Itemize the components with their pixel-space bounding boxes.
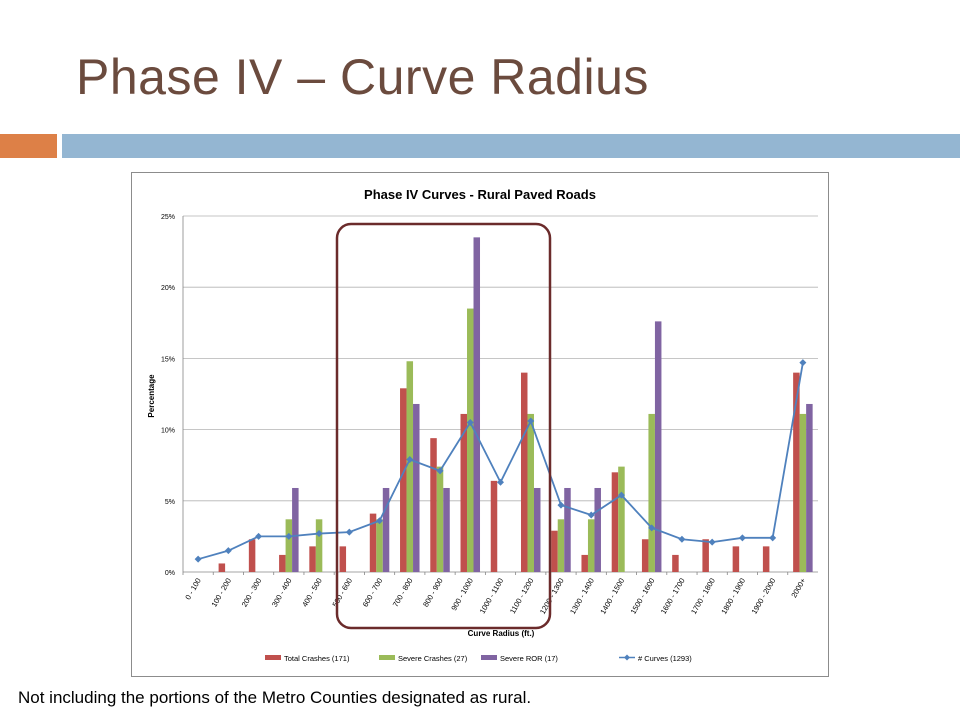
- line-point: [255, 532, 263, 540]
- bar: [641, 539, 649, 572]
- line-point: [345, 528, 353, 536]
- legend-label: # Curves (1293): [638, 654, 692, 663]
- bar: [557, 519, 565, 572]
- bar: [533, 487, 541, 572]
- bar: [279, 554, 286, 572]
- chart-frame: Phase IV Curves - Rural Paved Roads Perc…: [131, 172, 829, 677]
- bar: [339, 546, 347, 572]
- bar: [292, 487, 299, 572]
- legend-swatch: [265, 655, 281, 660]
- bar: [460, 413, 468, 572]
- bar: [309, 546, 316, 572]
- y-tick-label: 5%: [165, 499, 175, 506]
- line-point: [587, 511, 595, 519]
- line-point: [497, 478, 504, 486]
- bar: [581, 554, 588, 572]
- line-point: [678, 535, 686, 543]
- bar: [400, 388, 407, 572]
- bar: [648, 413, 655, 572]
- legend-label: Severe ROR (17): [500, 654, 558, 663]
- slide-caption: Not including the portions of the Metro …: [18, 688, 532, 707]
- bar: [443, 487, 450, 572]
- legend-swatch: [379, 655, 395, 660]
- legend-label: Total Crashes (171): [284, 654, 350, 663]
- bar: [654, 321, 662, 572]
- bar: [413, 403, 420, 572]
- chart-title: Phase IV Curves - Rural Paved Roads: [364, 187, 596, 202]
- slide-title: Phase IV – Curve Radius: [76, 49, 649, 105]
- chart-svg: Phase IV Curves - Rural Paved Roads Perc…: [131, 172, 829, 677]
- line-point: [285, 532, 293, 540]
- line-point: [799, 359, 807, 367]
- bar: [376, 519, 383, 572]
- y-tick-label: 25%: [161, 214, 175, 221]
- bar: [248, 539, 256, 572]
- legend-marker: [624, 654, 630, 661]
- y-tick-label: 0%: [165, 570, 175, 577]
- bar: [806, 403, 813, 572]
- y-axis-label: Percentage: [147, 374, 156, 418]
- bar: [467, 308, 474, 572]
- bar: [672, 554, 679, 572]
- bar: [594, 487, 601, 572]
- highlight-box: [335, 222, 552, 630]
- x-axis-label: Curve Radius (ft.): [468, 629, 535, 638]
- line-point: [315, 530, 323, 538]
- line-point: [466, 418, 474, 426]
- y-tick-label: 15%: [161, 356, 175, 363]
- bar: [732, 546, 740, 572]
- bar: [618, 466, 625, 572]
- line-point: [708, 538, 716, 546]
- line-point: [617, 491, 625, 499]
- bar: [406, 361, 414, 572]
- bar: [382, 487, 390, 572]
- bar: [315, 519, 323, 572]
- legend-label: Severe Crashes (27): [398, 654, 468, 663]
- accent-bar-orange: [0, 134, 57, 158]
- y-tick-label: 10%: [161, 428, 175, 435]
- y-tick-label: 20%: [161, 285, 175, 292]
- accent-bar-blue: [62, 134, 960, 158]
- bar: [793, 372, 800, 572]
- bar: [527, 413, 534, 572]
- line-point: [376, 517, 384, 525]
- line-point: [224, 547, 232, 555]
- line-point: [194, 555, 202, 563]
- legend-swatch: [481, 655, 497, 660]
- bar: [611, 472, 619, 572]
- bar: [762, 546, 770, 572]
- bar: [436, 466, 444, 572]
- bar: [702, 539, 709, 572]
- bar: [369, 513, 377, 572]
- bar: [564, 487, 571, 572]
- bar: [430, 438, 437, 572]
- bar: [551, 530, 558, 572]
- bar: [520, 372, 528, 572]
- line-point: [738, 534, 746, 542]
- line-point: [436, 467, 444, 475]
- line-point: [406, 456, 414, 464]
- line-point: [557, 501, 565, 509]
- line-point: [769, 534, 777, 542]
- bar: [285, 519, 293, 572]
- line-point: [648, 524, 656, 532]
- bar: [473, 237, 481, 573]
- line-point: [527, 417, 535, 425]
- bar: [799, 413, 807, 572]
- bar: [587, 519, 595, 572]
- bar: [490, 480, 498, 572]
- bar: [218, 563, 226, 572]
